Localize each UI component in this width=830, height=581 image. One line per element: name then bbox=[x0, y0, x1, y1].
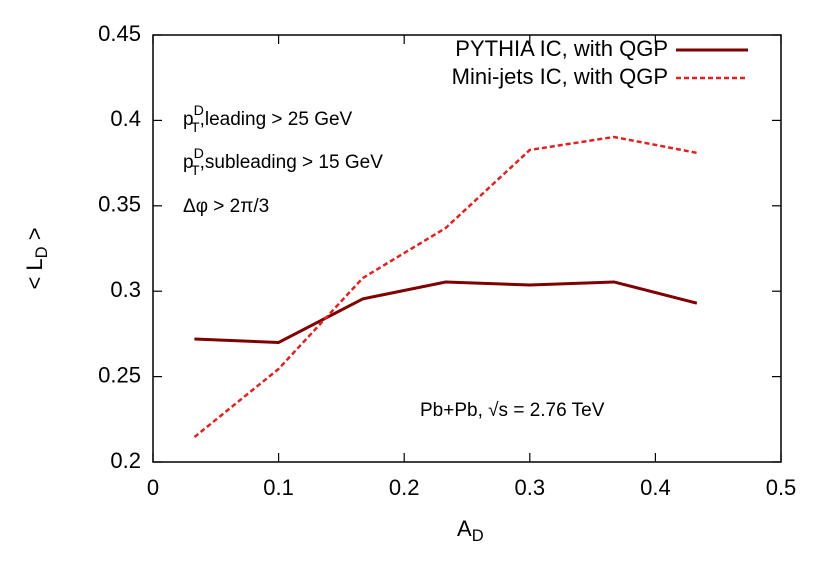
y-tick-label: 0.25 bbox=[98, 362, 141, 387]
annotation-part: T bbox=[191, 120, 200, 136]
y-axis-label-part: < L bbox=[22, 258, 47, 289]
y-tick-label: 0.45 bbox=[98, 21, 141, 46]
annotation-part: Pb+Pb, √s = 2.76 TeV bbox=[420, 400, 605, 421]
x-axis-label: AD bbox=[457, 516, 484, 546]
y-tick-label: 0.35 bbox=[98, 192, 141, 217]
y-axis-label-part: D bbox=[33, 246, 51, 258]
x-axis-label-part: A bbox=[457, 516, 472, 541]
annotation: pD T,leading > 25 GeV bbox=[183, 103, 353, 136]
y-tick-label: 0.4 bbox=[110, 106, 141, 131]
x-tick-label: 0.3 bbox=[515, 475, 546, 500]
annotation: Pb+Pb, √s = 2.76 TeV bbox=[420, 400, 605, 421]
plot-frame bbox=[152, 34, 782, 463]
annotation-part: T bbox=[191, 163, 200, 179]
series-line bbox=[194, 280, 698, 344]
annotation: pD T,subleading > 15 GeV bbox=[183, 146, 383, 179]
annotation-part: p bbox=[183, 109, 194, 130]
x-axis-label-part: D bbox=[472, 527, 484, 545]
y-axis-label: < LD > bbox=[22, 227, 52, 289]
x-tick-label: 0.2 bbox=[389, 475, 420, 500]
x-tick-label: 0 bbox=[147, 475, 159, 500]
x-tick-label: 0.1 bbox=[263, 475, 294, 500]
annotation-part: D bbox=[194, 146, 204, 162]
legend-label: PYTHIA IC, with QGP bbox=[455, 36, 668, 61]
y-tick-label: 0.2 bbox=[110, 448, 141, 473]
annotation-part: Δφ > 2π/3 bbox=[183, 196, 269, 217]
x-tick-label: 0.4 bbox=[640, 475, 671, 500]
annotation-part: D bbox=[194, 103, 204, 119]
annotation-part: p bbox=[183, 152, 194, 173]
annotation-part: ,subleading > 15 GeV bbox=[200, 152, 384, 173]
y-axis-label-part: > bbox=[22, 227, 47, 246]
legend-label: Mini-jets IC, with QGP bbox=[452, 64, 668, 89]
x-tick-label: 0.5 bbox=[766, 475, 797, 500]
annotation: Δφ > 2π/3 bbox=[183, 196, 269, 217]
annotation-part: ,leading > 25 GeV bbox=[200, 109, 353, 130]
y-tick-label: 0.3 bbox=[110, 277, 141, 302]
series-line bbox=[193, 135, 698, 439]
